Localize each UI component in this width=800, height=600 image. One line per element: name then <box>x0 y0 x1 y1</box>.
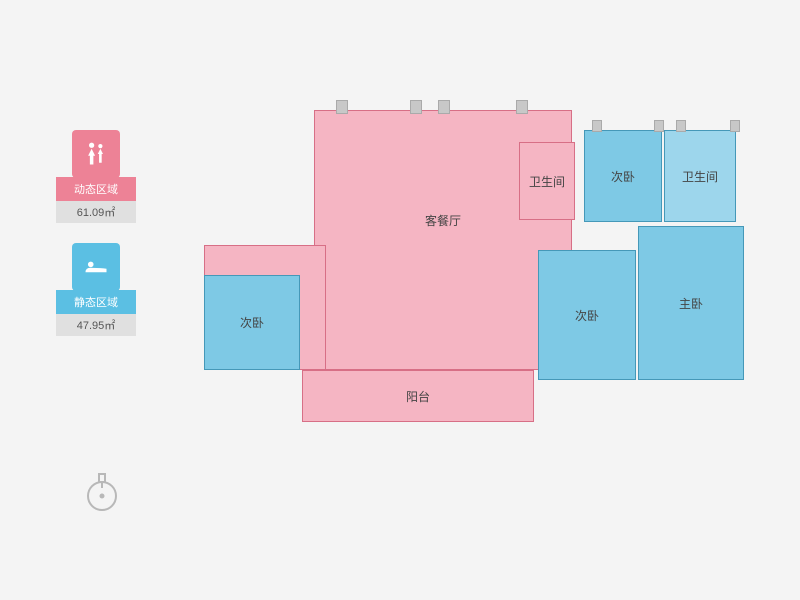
wall-nub <box>654 120 664 132</box>
room-bed2b: 次卧 <box>538 250 636 380</box>
room-label: 次卧 <box>611 168 635 185</box>
legend-dynamic-label: 动态区域 <box>56 177 136 201</box>
room-bath2: 卫生间 <box>664 130 736 222</box>
legend-dynamic-value: 61.09㎡ <box>56 201 136 223</box>
room-bath1: 卫生间 <box>519 142 575 220</box>
room-label: 次卧 <box>575 307 599 324</box>
room-label: 客餐厅 <box>425 212 461 229</box>
wall-nub <box>592 120 602 132</box>
room-bed2a: 次卧 <box>204 275 300 370</box>
room-bed2c: 次卧 <box>584 130 662 222</box>
room-label: 卫生间 <box>529 173 565 190</box>
people-icon <box>72 130 120 178</box>
wall-nub <box>730 120 740 132</box>
legend-static-value: 47.95㎡ <box>56 314 136 336</box>
room-label: 主卧 <box>679 295 703 312</box>
wall-nub <box>516 100 528 114</box>
room-balcony: 阳台 <box>302 370 534 422</box>
floor-plan: 客餐厅阳台卫生间次卧次卧次卧卫生间主卧 <box>186 110 756 450</box>
legend-static: 静态区域 47.95㎡ <box>56 243 136 336</box>
legend-panel: 动态区域 61.09㎡ 静态区域 47.95㎡ <box>56 130 136 356</box>
wall-nub <box>676 120 686 132</box>
room-master: 主卧 <box>638 226 744 380</box>
legend-dynamic: 动态区域 61.09㎡ <box>56 130 136 223</box>
wall-nub <box>438 100 450 114</box>
room-label: 阳台 <box>406 388 430 405</box>
room-label: 卫生间 <box>682 168 718 185</box>
legend-static-label: 静态区域 <box>56 290 136 314</box>
wall-nub <box>410 100 422 114</box>
sleep-icon <box>72 243 120 291</box>
compass-icon <box>84 470 120 514</box>
room-label: 次卧 <box>240 314 264 331</box>
wall-nub <box>336 100 348 114</box>
